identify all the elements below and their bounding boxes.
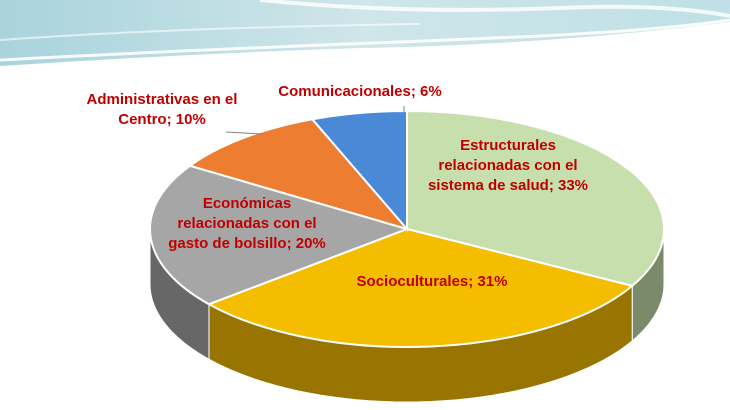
data-label-line: Administrativas en el bbox=[87, 91, 238, 108]
data-label-line: Económicas bbox=[203, 195, 291, 212]
data-label-line: sistema de salud; 33% bbox=[428, 177, 588, 194]
data-label-line: Centro; 10% bbox=[118, 111, 206, 128]
data-label-line: Socioculturales; 31% bbox=[357, 273, 508, 290]
data-label-line: relacionadas con el bbox=[177, 215, 316, 232]
pie-slice-comunicacionales bbox=[310, 109, 408, 232]
leader-line-administrativas bbox=[225, 131, 263, 135]
data-label-line: Estructurales bbox=[460, 137, 556, 154]
data-label-line: relacionadas con el bbox=[438, 157, 577, 174]
pie-slice-administrativas-en-el-centro bbox=[187, 118, 410, 231]
data-label-estructurales-relacionadas-con-el-sistema-de-salud: Estructurales relacionadas con el sistema … bbox=[428, 137, 588, 194]
pie-slice-socioculturales bbox=[206, 227, 635, 348]
data-label-economicas-relacionadas-con-el-gasto-de-bolsillo: Económicas relacionadas con el gasto de bo… bbox=[168, 195, 326, 252]
data-label-comunicacionales: Comunicacionales; 6% bbox=[278, 83, 441, 100]
pie-slice-economicas-relacionadas-con-el-gasto-de-bolsillo bbox=[149, 164, 411, 306]
data-label-socioculturales: Socioculturales; 31% bbox=[357, 273, 508, 290]
header-wave-banner bbox=[0, 0, 730, 66]
data-label-administrativas-en-el-centro: Administrativas en el Centro; 10% bbox=[87, 91, 238, 128]
data-label-line: gasto de bolsillo; 20% bbox=[168, 235, 326, 252]
data-label-line: Comunicacionales; 6% bbox=[278, 83, 441, 100]
pie-slice-estructurales-relacionadas-con-el-sistema-de-salud bbox=[406, 109, 665, 287]
